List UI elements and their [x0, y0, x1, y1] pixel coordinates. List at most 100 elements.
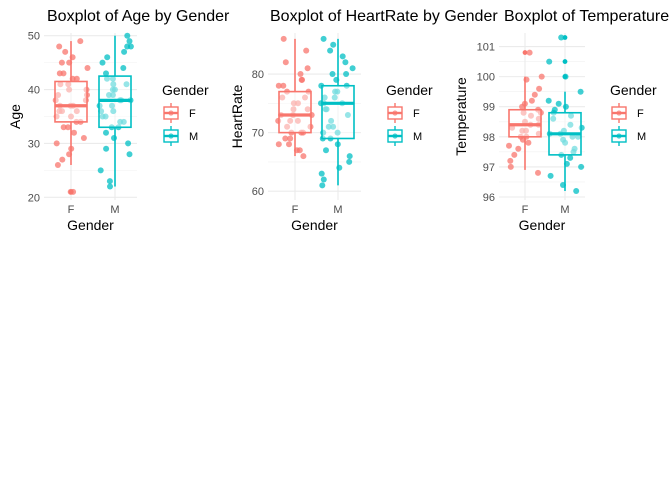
box-iqr: [278, 90, 312, 134]
data-point: [103, 70, 109, 77]
data-point: [323, 106, 330, 113]
data-point: [339, 53, 346, 60]
x-tick-label: M: [560, 204, 569, 216]
data-point: [66, 86, 73, 93]
legend-key-point: [392, 133, 398, 139]
data-point: [111, 135, 117, 141]
data-point: [125, 140, 132, 147]
data-point: [506, 142, 512, 149]
data-point: [280, 82, 287, 89]
data-point: [536, 85, 543, 92]
data-point: [507, 163, 514, 170]
data-point: [511, 151, 518, 158]
y-tick-label: 60: [252, 186, 264, 198]
data-point: [319, 182, 326, 189]
data-point: [547, 172, 554, 179]
data-point: [287, 135, 294, 142]
data-point: [538, 73, 545, 80]
data-point: [327, 47, 334, 54]
y-tick-label: 80: [252, 69, 264, 81]
legend-label: F: [637, 108, 644, 120]
data-point: [65, 124, 71, 131]
data-point: [99, 59, 106, 66]
data-point: [54, 162, 61, 168]
data-point: [346, 153, 353, 160]
legend-label: F: [413, 108, 420, 120]
data-point: [294, 117, 301, 124]
legend-key-point: [616, 133, 622, 139]
data-point: [300, 153, 307, 160]
data-point: [330, 41, 337, 48]
data-point: [290, 106, 297, 113]
data-point: [102, 113, 109, 120]
outlier-point: [562, 35, 568, 40]
legend-title: Gender: [162, 82, 209, 98]
data-point: [573, 188, 580, 194]
box-M: [321, 38, 355, 186]
data-point: [286, 141, 292, 148]
data-point: [567, 121, 574, 128]
data-point: [515, 145, 522, 152]
data-point: [275, 141, 282, 148]
data-point: [344, 112, 351, 118]
data-point: [57, 81, 64, 88]
data-point: [302, 94, 308, 101]
data-point: [346, 158, 353, 165]
data-point: [546, 58, 553, 65]
data-point: [567, 154, 574, 161]
data-point: [349, 65, 356, 72]
box-iqr: [321, 84, 355, 140]
data-point: [53, 140, 60, 147]
box-F: [508, 50, 542, 170]
data-point: [107, 183, 113, 190]
outlier-point: [522, 50, 528, 55]
y-tick-label: 101: [477, 42, 495, 54]
legend-title: Gender: [610, 82, 657, 98]
data-point: [560, 136, 567, 143]
data-point: [103, 129, 109, 136]
data-point: [279, 94, 286, 101]
x-axis-title: Gender: [519, 217, 566, 233]
legend-key-point: [168, 133, 174, 139]
data-point: [336, 164, 343, 171]
x-axis-title: Gender: [67, 217, 114, 233]
data-point: [68, 113, 74, 120]
y-axis-title: Temperature: [453, 77, 469, 156]
data-point: [59, 156, 66, 163]
data-point: [304, 65, 311, 72]
outlier-point: [562, 74, 568, 80]
data-point: [528, 97, 535, 104]
data-point: [320, 176, 327, 183]
data-point: [284, 123, 291, 130]
data-point: [287, 117, 294, 124]
data-point: [62, 48, 69, 55]
data-point: [525, 139, 532, 146]
data-point: [330, 123, 337, 130]
data-point: [109, 92, 116, 98]
data-point: [58, 59, 65, 66]
outlier-point: [68, 189, 74, 195]
data-point: [124, 32, 131, 39]
y-tick-label: 20: [28, 192, 40, 204]
data-point: [329, 71, 336, 77]
data-point: [343, 71, 350, 77]
y-tick-label: 97: [483, 162, 495, 174]
chart-title: Boxplot of HeartRate by Gender: [270, 8, 498, 25]
x-axis-title: Gender: [291, 217, 338, 233]
data-point: [282, 59, 289, 66]
data-point: [520, 109, 527, 116]
data-point: [577, 88, 584, 95]
data-point: [60, 124, 67, 131]
legend: Gender FM: [386, 82, 433, 146]
data-point: [121, 48, 128, 55]
y-tick-label: 96: [483, 192, 495, 204]
box-F: [278, 38, 312, 157]
data-point: [56, 70, 63, 77]
data-point: [65, 81, 72, 88]
data-point: [331, 94, 338, 101]
data-point: [528, 112, 534, 119]
data-point: [304, 106, 311, 113]
data-point: [526, 49, 533, 56]
